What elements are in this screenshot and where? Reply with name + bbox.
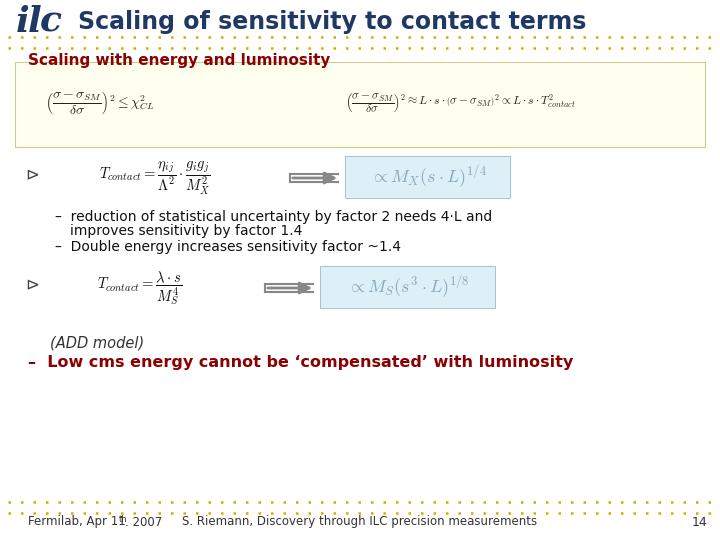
Text: $\propto M_X (s \cdot L)^{1/4}$: $\propto M_X (s \cdot L)^{1/4}$ (369, 163, 487, 191)
Text: $\propto M_S (s^3 \cdot L)^{1/8}$: $\propto M_S (s^3 \cdot L)^{1/8}$ (346, 273, 469, 301)
Text: –  Double energy increases sensitivity factor ~1.4: – Double energy increases sensitivity fa… (55, 240, 401, 254)
Text: –  Low cms energy cannot be ‘compensated’ with luminosity: – Low cms energy cannot be ‘compensated’… (28, 355, 573, 370)
FancyBboxPatch shape (320, 266, 495, 308)
Text: i: i (16, 5, 30, 39)
Text: $T_{contact} = \dfrac{\lambda \cdot s}{M_S^4}$: $T_{contact} = \dfrac{\lambda \cdot s}{M… (97, 269, 182, 307)
Text: improves sensitivity by factor 1.4: improves sensitivity by factor 1.4 (70, 224, 302, 238)
Text: $\left(\dfrac{\sigma - \sigma_{SM}}{\delta\sigma}\right)^{2} \leq \chi^{2}_{CL}$: $\left(\dfrac{\sigma - \sigma_{SM}}{\del… (45, 90, 155, 117)
Text: Scaling with energy and luminosity: Scaling with energy and luminosity (28, 53, 330, 68)
FancyBboxPatch shape (345, 156, 510, 198)
Text: $\vartriangleright$: $\vartriangleright$ (22, 166, 40, 184)
Text: –  reduction of statistical uncertainty by factor 2 needs 4·L and: – reduction of statistical uncertainty b… (55, 210, 492, 224)
FancyBboxPatch shape (15, 62, 705, 147)
Text: . 2007: . 2007 (125, 516, 162, 529)
Text: $T_{contact} = \dfrac{\eta_{ij}}{\Lambda^{2}} \cdot \dfrac{g_i g_j}{M_X^2}$: $T_{contact} = \dfrac{\eta_{ij}}{\Lambda… (99, 159, 211, 197)
Text: Scaling of sensitivity to contact terms: Scaling of sensitivity to contact terms (78, 10, 586, 34)
Text: Fermilab, Apr 11: Fermilab, Apr 11 (28, 516, 126, 529)
Text: S. Riemann, Discovery through ILC precision measurements: S. Riemann, Discovery through ILC precis… (182, 516, 538, 529)
Text: (ADD model): (ADD model) (50, 335, 144, 350)
Text: th: th (119, 515, 127, 524)
Text: $\left(\dfrac{\sigma - \sigma_{SM}}{\delta\sigma}\right)^{2} \approx L \cdot s \: $\left(\dfrac{\sigma - \sigma_{SM}}{\del… (345, 91, 575, 115)
Text: $\vartriangleright$: $\vartriangleright$ (22, 276, 40, 294)
Text: c: c (40, 5, 62, 39)
Text: l: l (28, 5, 42, 39)
Text: 14: 14 (692, 516, 708, 529)
